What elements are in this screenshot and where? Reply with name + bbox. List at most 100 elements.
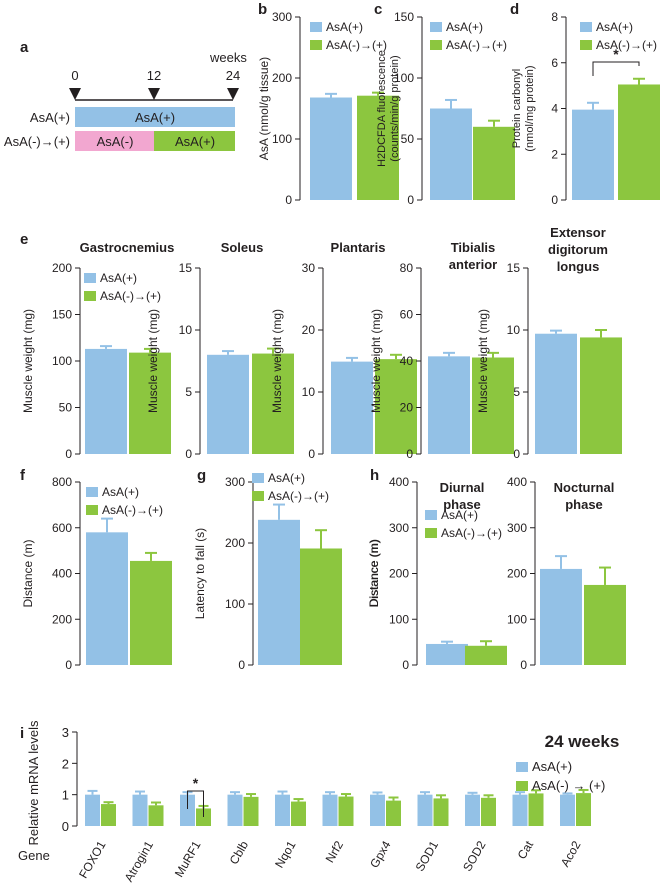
panel-title-h1: phase [443,497,481,512]
sig-bracket-i [187,790,204,817]
x-tick-label-i: Atrogin1 [122,838,157,884]
y-tick-label-d: 0 [551,193,558,207]
bar-d-0 [572,109,614,200]
y-tick-label-h1: 400 [389,475,409,489]
y-tick-label-c: 150 [394,10,414,24]
legend-label-treat: AsA(-)→(+) [446,38,507,52]
bar-h2-0 [540,568,582,665]
bar-i-Cat-1 [528,793,544,826]
y-tick-label-i: 0 [62,819,69,834]
sig-star-i: * [193,775,199,791]
x-tick-label-i: Cblb [227,838,252,867]
timeline-bar-ctrl [75,107,235,127]
y-tick-label-h2: 100 [507,612,527,626]
y-tick-label-g: 100 [225,597,245,611]
y-tick-label-e4: 80 [400,261,414,275]
bar-i-SOD1-0 [417,794,433,826]
sig-bracket-d [592,61,640,76]
y-axis-label-d: (nmol/mg protein) [524,65,536,151]
timeline-arrow [227,88,239,100]
bar-i-Nqo1-0 [275,794,290,826]
panel-letter-e1: e [20,231,28,248]
bar-i-Cblb-0 [227,794,243,826]
x-axis-label-i: Gene [18,848,50,863]
y-tick-label-f: 200 [52,612,72,626]
legend-swatch-ctrl [84,273,96,283]
y-tick-label-e1: 150 [52,308,72,322]
bar-e1-0 [85,348,127,454]
y-axis-label-b: AsA (nmol/g tissue) [257,57,271,160]
bar-i-FOXO1-1 [101,804,116,826]
y-axis-label-f: Distance (m) [21,539,35,607]
y-tick-label-f: 0 [65,658,72,672]
bar-e4-0 [428,356,470,454]
legend-label-ctrl: AsA(+) [596,20,633,34]
legend-swatch-treat [430,40,442,50]
bar-e1-1 [129,352,171,454]
y-tick-label-e5: 10 [507,323,521,337]
y-tick-label-c: 0 [407,193,414,207]
y-tick-label-i: 3 [62,725,69,740]
legend-swatch-treat [516,781,528,791]
legend-label-treat: AsA(-)→(+) [326,38,387,52]
legend-label-treat: AsA(-)→(+) [102,503,163,517]
y-axis-label-e1: Muscle weight (mg) [21,309,35,413]
bar-b-1 [357,95,399,200]
bar-i-MuRF1-0 [180,794,195,826]
timeline-tick-label: 0 [71,68,78,83]
panel-letter-h1: h [370,467,379,484]
y-tick-label-c: 50 [401,132,415,146]
bar-i-Cblb-1 [243,796,259,826]
legend-label-treat: AsA(-)→(+) [100,289,161,303]
panel-title-e2: Soleus [221,240,264,255]
x-tick-label-i: Aco2 [558,838,584,869]
bar-i-Nrf2-0 [322,794,338,826]
bar-i-SOD2-0 [465,794,480,826]
y-tick-label-e2: 15 [179,261,193,275]
timeline-arrow [69,88,81,100]
timeline-row-label: AsA(+) [30,110,70,125]
y-tick-label-e1: 200 [52,261,72,275]
x-tick-label-i: Nqo1 [272,838,299,870]
bar-e4-1 [472,357,514,454]
panel-title-e4: anterior [449,257,497,272]
bar-e5-1 [580,337,622,454]
y-tick-label-b: 200 [272,71,292,85]
x-tick-label-i: Nrf2 [323,838,347,865]
legend-label-treat: AsA(-)→(+) [441,526,502,540]
y-axis-label-g: Latency to fall (s) [193,528,207,619]
bar-f-1 [130,560,172,665]
y-tick-label-e5: 5 [513,385,520,399]
x-tick-label-i: MuRF1 [172,838,204,879]
legend-label-treat: AsA(-)→(+) [268,489,329,503]
bar-i-Aco2-1 [576,793,591,826]
sig-star-d: * [613,46,619,62]
bar-i-Nrf2-1 [338,796,354,826]
y-tick-label-h1: 300 [389,521,409,535]
y-axis-label-d: Protein carbonyl [511,69,523,149]
legend-label-ctrl: AsA(+) [100,271,137,285]
bar-e3-0 [331,361,373,454]
bar-i-MuRF1-1 [196,808,211,826]
timeline-bar-treat-restored [154,131,235,151]
panel-letter-f: f [20,467,26,484]
y-tick-label-e4: 40 [400,354,414,368]
y-axis-label-i: Relative mRNA levels [26,720,41,845]
legend-label-ctrl: AsA(+) [532,759,572,774]
legend-swatch-ctrl [86,487,98,497]
x-tick-label-i: SOD1 [413,838,442,874]
legend-label-ctrl: AsA(+) [102,485,139,499]
timeline-weeks-label: weeks [209,50,247,65]
y-axis-label-h: Distance (m) [367,539,381,607]
bar-g-1 [300,548,342,665]
y-tick-label-b: 0 [285,193,292,207]
bar-c-0 [430,108,472,200]
bar-i-SOD1-1 [433,798,449,826]
y-tick-label-h2: 300 [507,521,527,535]
y-tick-label-h1: 100 [389,612,409,626]
y-tick-label-i: 1 [62,788,69,803]
y-tick-label-f: 800 [52,475,72,489]
y-axis-label-e4: Muscle weight (mg) [369,309,383,413]
x-tick-label-i: Cat [515,838,537,862]
y-tick-label-e1: 100 [52,354,72,368]
